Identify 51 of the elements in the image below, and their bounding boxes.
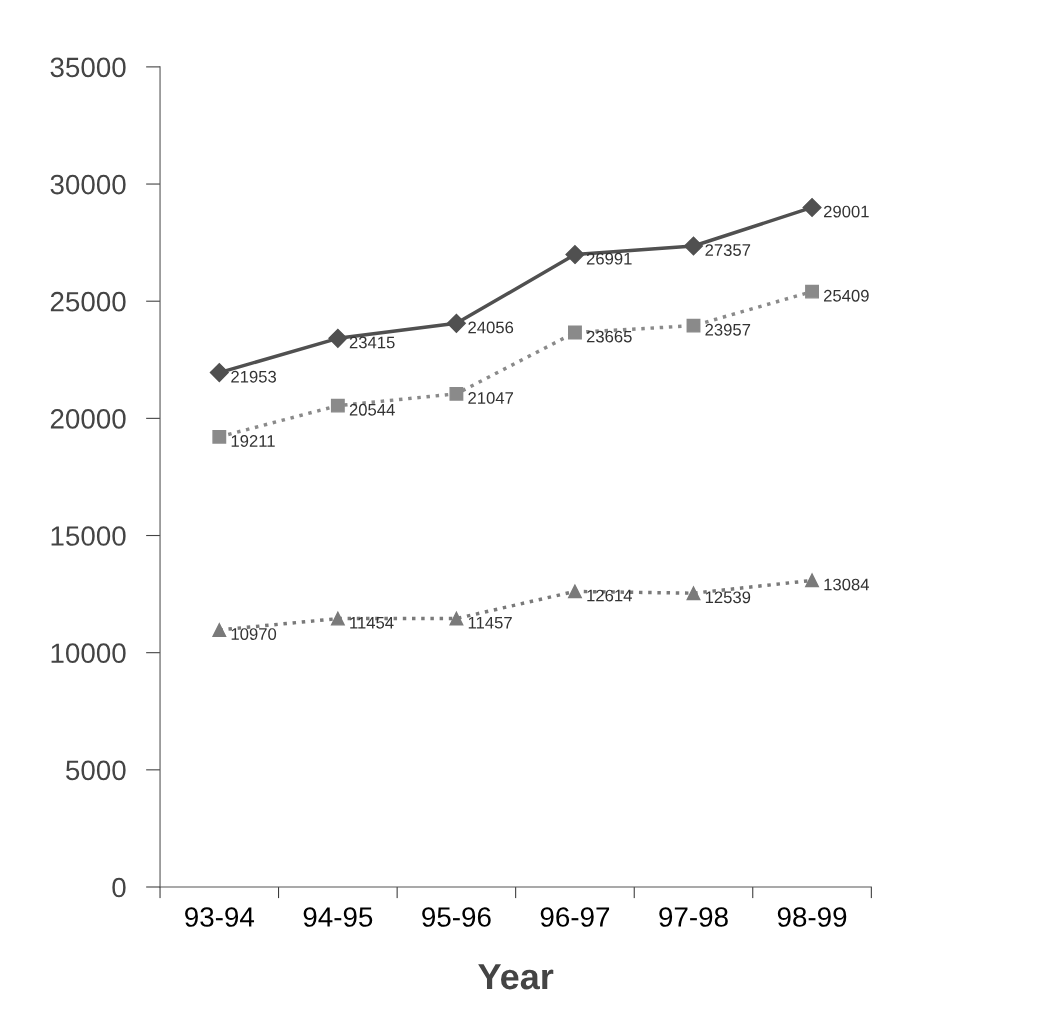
y-tick-label: 30000	[50, 174, 126, 195]
data-label: 19211	[231, 435, 275, 447]
x-tick-label: 95-96	[422, 907, 491, 927]
data-label: 11454	[350, 617, 394, 629]
point	[330, 611, 345, 626]
x-axis-title: Year	[478, 964, 554, 990]
point	[449, 386, 464, 401]
data-label: 13084	[824, 578, 870, 591]
point	[446, 313, 466, 333]
data-label: 20544	[349, 403, 395, 416]
point	[686, 586, 701, 601]
y-tick-label: 35000	[50, 57, 126, 78]
data-label: 12614	[587, 589, 632, 602]
point	[328, 328, 348, 348]
x-tick-label: 96-97	[540, 907, 610, 927]
y-tick-label: 25000	[50, 291, 126, 312]
data-label: 29001	[823, 205, 869, 218]
y-tick-label: 0	[112, 877, 126, 898]
y-tick-label: 10000	[51, 643, 126, 664]
point	[449, 611, 464, 626]
x-tick-label: 97-98	[659, 907, 728, 927]
data-label: 21047	[468, 392, 514, 404]
point	[805, 284, 819, 299]
data-label: 21953	[231, 370, 277, 383]
x-tick-label: 93-94	[185, 907, 255, 927]
point	[802, 197, 822, 217]
point	[568, 325, 582, 340]
data-label: 23665	[586, 330, 632, 343]
point	[212, 429, 227, 444]
point	[568, 584, 582, 599]
data-label: 25409	[823, 289, 869, 302]
y-tick-label: 20000	[50, 409, 126, 429]
point	[209, 363, 229, 383]
point	[686, 318, 701, 333]
x-tick-label: 98-99	[777, 907, 847, 927]
data-label: 23415	[349, 336, 395, 349]
data-label: 11457	[468, 616, 512, 629]
y-tick-label: 5000	[66, 760, 126, 781]
data-label: 10970	[231, 628, 277, 640]
point	[683, 236, 704, 256]
point	[565, 245, 585, 265]
data-label: 12539	[705, 591, 751, 604]
data-label: 24056	[468, 321, 514, 334]
data-label: 27357	[705, 244, 751, 256]
y-tick-label: 15000	[51, 526, 126, 546]
data-label: 26991	[586, 252, 632, 265]
point	[805, 573, 819, 588]
point	[330, 398, 345, 413]
data-label: 23957	[705, 323, 751, 336]
point	[212, 623, 227, 637]
x-tick-label: 94-95	[303, 907, 373, 927]
